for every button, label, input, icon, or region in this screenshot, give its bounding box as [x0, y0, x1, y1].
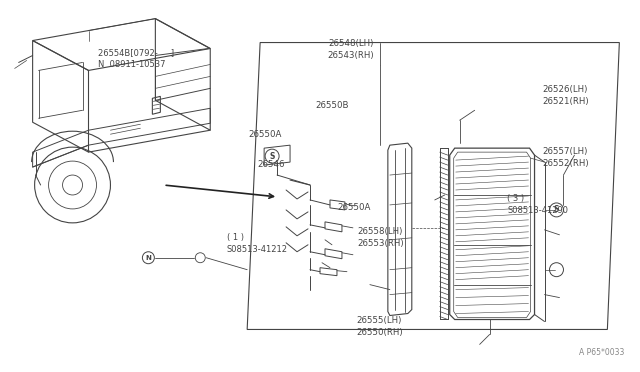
Text: 26550A: 26550A [248, 130, 282, 140]
Text: 26552(RH): 26552(RH) [542, 159, 589, 168]
Text: ( 1 ): ( 1 ) [227, 233, 244, 243]
Text: 26548(LH): 26548(LH) [328, 39, 373, 48]
Text: 26526(LH): 26526(LH) [542, 85, 588, 94]
Text: 26554B[0792-     ]: 26554B[0792- ] [98, 48, 174, 57]
Text: S: S [554, 205, 559, 214]
Text: 26521(RH): 26521(RH) [542, 97, 589, 106]
Text: 26553(RH): 26553(RH) [357, 239, 404, 248]
Text: 26557(LH): 26557(LH) [542, 147, 588, 156]
Text: N  08911-10537: N 08911-10537 [98, 60, 165, 69]
Text: S: S [269, 152, 275, 161]
Text: 26543(RH): 26543(RH) [327, 51, 374, 60]
Text: 26546: 26546 [257, 160, 285, 169]
Text: ( 3 ): ( 3 ) [507, 195, 524, 203]
Text: 26550B: 26550B [315, 101, 348, 110]
Text: 26555(LH): 26555(LH) [356, 316, 402, 325]
Text: N: N [145, 255, 151, 261]
Text: S08513-41212: S08513-41212 [227, 245, 288, 254]
Text: A P65*0033: A P65*0033 [579, 348, 625, 357]
Text: S08513-41290: S08513-41290 [507, 206, 568, 215]
Text: 26558(LH): 26558(LH) [357, 227, 403, 236]
Text: 26550A: 26550A [337, 203, 371, 212]
Text: 26550(RH): 26550(RH) [356, 328, 403, 337]
